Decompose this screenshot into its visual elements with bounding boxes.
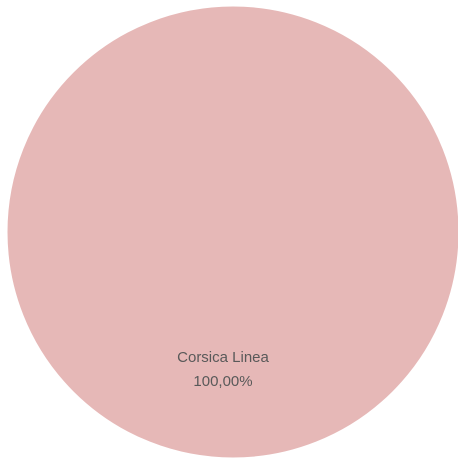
pie-data-labels: Corsica Linea 100,00% [177, 349, 269, 390]
pie-slice-0 [6, 5, 458, 459]
pie-slice-0-category-label: Corsica Linea [177, 349, 269, 366]
pie-slices [6, 5, 458, 459]
pie-slice-0-value-label: 100,00% [193, 373, 252, 390]
